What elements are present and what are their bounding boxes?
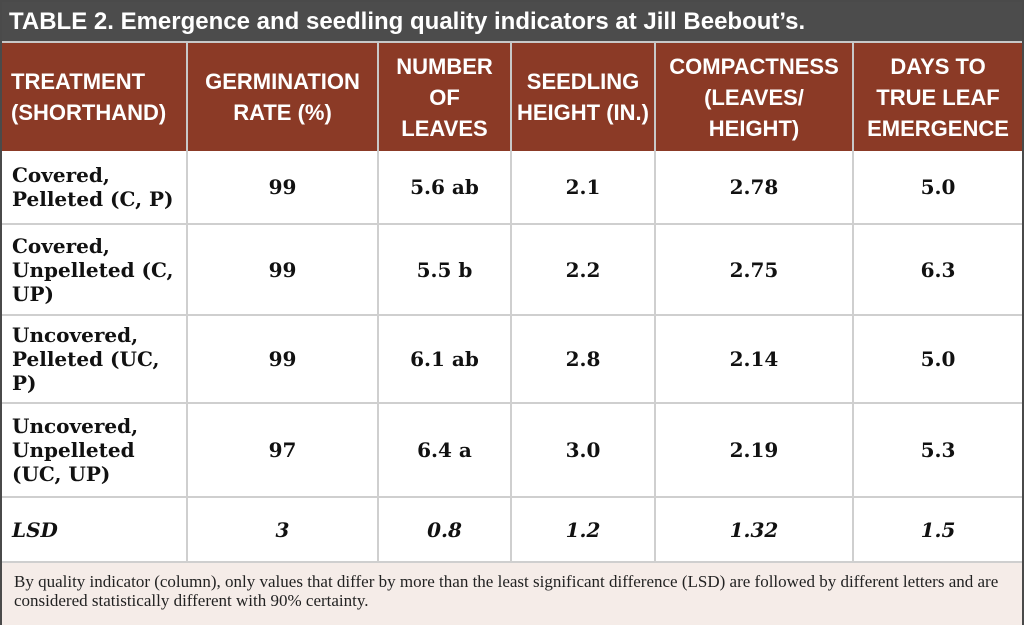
table-row: Uncovered, Unpelleted (UC, UP) 97 6.4 a … (2, 403, 1022, 498)
table-row: Covered, Pelleted (C, P) 99 5.6 ab 2.1 2… (2, 151, 1022, 225)
cell-treatment: Uncovered, Unpelleted (UC, UP) (2, 403, 188, 498)
cell-germination-rate: 97 (187, 403, 379, 498)
cell-compactness: 2.19 (655, 403, 854, 498)
table-row: Uncovered, Pelleted (UC, P) 99 6.1 ab 2.… (2, 315, 1022, 404)
header-germination-rate: GERMINATION RATE (%) (187, 41, 379, 151)
header-number-of-leaves: NUMBER OF LEAVES (378, 41, 512, 151)
cell-germination-rate: 99 (187, 224, 379, 316)
cell-compactness: 2.78 (655, 151, 854, 225)
header-days-to-true-leaf: DAYS TO TRUE LEAF EMERGENCE (853, 41, 1022, 151)
cell-lsd-days-to-true-leaf: 1.5 (853, 497, 1022, 563)
cell-germination-rate: 99 (187, 315, 379, 404)
cell-lsd-number-of-leaves: 0.8 (378, 497, 512, 563)
data-table: TREATMENT (SHORTHAND) GERMINATION RATE (… (2, 41, 1022, 563)
cell-seedling-height: 2.8 (511, 315, 656, 404)
cell-days-to-true-leaf: 5.0 (853, 315, 1022, 404)
cell-treatment: Uncovered, Pelleted (UC, P) (2, 315, 188, 404)
lsd-row: LSD 3 0.8 1.2 1.32 1.5 (2, 497, 1022, 563)
cell-lsd-seedling-height: 1.2 (511, 497, 656, 563)
cell-days-to-true-leaf: 5.3 (853, 403, 1022, 498)
cell-treatment: Covered, Unpelleted (C, UP) (2, 224, 188, 316)
table-footnote: By quality indicator (column), only valu… (2, 563, 1022, 625)
cell-number-of-leaves: 6.4 a (378, 403, 512, 498)
cell-lsd-label: LSD (2, 497, 188, 563)
header-treatment: TREATMENT (SHORTHAND) (2, 41, 188, 151)
table-row: Covered, Unpelleted (C, UP) 99 5.5 b 2.2… (2, 224, 1022, 316)
cell-lsd-compactness: 1.32 (655, 497, 854, 563)
cell-number-of-leaves: 6.1 ab (378, 315, 512, 404)
table-title: TABLE 2. Emergence and seedling quality … (2, 2, 1022, 41)
cell-germination-rate: 99 (187, 151, 379, 225)
header-seedling-height: SEEDLING HEIGHT (IN.) (511, 41, 656, 151)
cell-seedling-height: 2.1 (511, 151, 656, 225)
header-row: TREATMENT (SHORTHAND) GERMINATION RATE (… (2, 41, 1022, 151)
cell-number-of-leaves: 5.5 b (378, 224, 512, 316)
cell-days-to-true-leaf: 6.3 (853, 224, 1022, 316)
cell-compactness: 2.14 (655, 315, 854, 404)
cell-number-of-leaves: 5.6 ab (378, 151, 512, 225)
cell-treatment: Covered, Pelleted (C, P) (2, 151, 188, 225)
cell-lsd-germination-rate: 3 (187, 497, 379, 563)
cell-seedling-height: 2.2 (511, 224, 656, 316)
cell-days-to-true-leaf: 5.0 (853, 151, 1022, 225)
header-compactness: COMPACTNESS (LEAVES/ HEIGHT) (655, 41, 854, 151)
cell-seedling-height: 3.0 (511, 403, 656, 498)
cell-compactness: 2.75 (655, 224, 854, 316)
